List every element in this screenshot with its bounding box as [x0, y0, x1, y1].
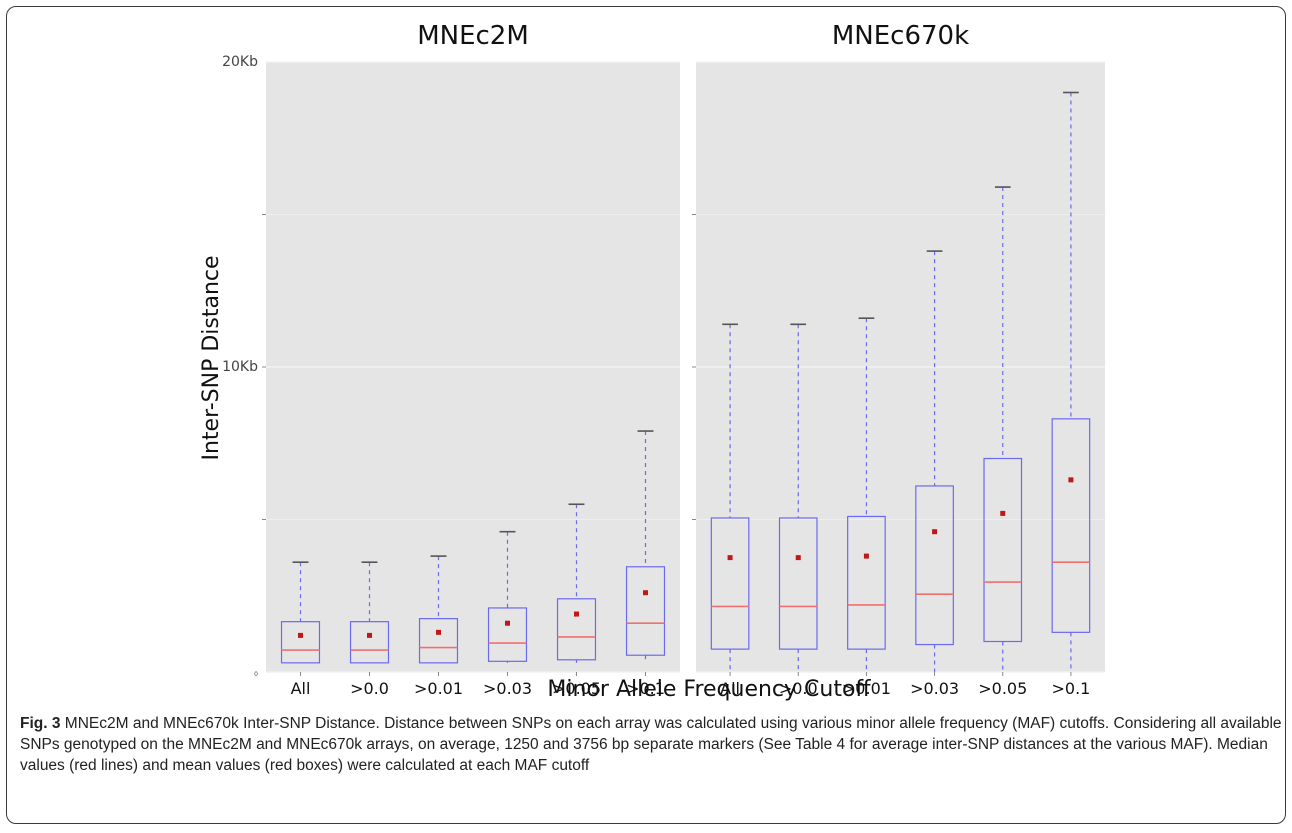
x-tick-label: All — [291, 679, 311, 698]
x-tick-label: >0.1 — [1051, 679, 1090, 698]
mean-marker — [436, 629, 441, 635]
box-iqr — [418, 618, 459, 664]
x-tick-label: >0.0 — [779, 679, 818, 698]
box-iqr — [1051, 418, 1091, 633]
x-tick-label: >0.03 — [483, 679, 532, 698]
y-tick-label-zero: 0 — [254, 671, 258, 678]
x-tick-label: >0.03 — [910, 679, 959, 698]
mean-marker — [574, 611, 579, 617]
box-iqr — [349, 621, 390, 664]
y-tick-label: 20Kb — [222, 54, 258, 70]
y-axis-label: Inter-SNP Distance — [199, 255, 224, 460]
box-iqr — [710, 517, 750, 650]
mean-marker — [1068, 477, 1074, 483]
boxplot-chart: Inter-SNP Distance Minor Allele Frequenc… — [199, 21, 1105, 702]
box-iqr — [983, 457, 1023, 643]
mean-marker — [367, 632, 372, 638]
mean-marker — [1000, 510, 1006, 516]
mean-marker — [643, 590, 648, 596]
x-tick-label: >0.05 — [978, 679, 1027, 698]
y-tick-label: 10Kb — [222, 359, 258, 375]
x-tick-label: All — [720, 679, 740, 698]
caption-figure-label: Fig. 3 — [20, 715, 61, 732]
box-iqr — [778, 517, 818, 650]
box-iqr — [625, 566, 666, 656]
mean-marker — [505, 620, 510, 626]
figure-caption: Fig. 3 MNEc2M and MNEc670k Inter-SNP Dis… — [20, 713, 1282, 776]
panel-title: MNEc670k — [832, 21, 969, 51]
x-tick-label: >0.01 — [414, 679, 463, 698]
box-iqr — [556, 598, 597, 661]
mean-marker — [795, 555, 801, 561]
box-iqr — [487, 607, 528, 662]
caption-text: MNEc2M and MNEc670k Inter-SNP Distance. … — [20, 715, 1282, 774]
x-axis-label: Minor Allele Frequency Cutoff — [547, 677, 871, 702]
mean-marker — [932, 529, 938, 535]
x-tick-label: >0.01 — [842, 679, 891, 698]
panel-title: MNEc2M — [417, 21, 529, 51]
box-iqr — [280, 621, 321, 664]
x-tick-label: >0.0 — [350, 679, 389, 698]
mean-marker — [727, 555, 733, 561]
box-iqr — [847, 515, 886, 650]
mean-marker — [863, 553, 869, 559]
x-tick-label: >0.1 — [626, 679, 665, 698]
mean-marker — [298, 632, 303, 638]
box-iqr — [915, 485, 954, 646]
x-tick-label: >0.05 — [552, 679, 601, 698]
